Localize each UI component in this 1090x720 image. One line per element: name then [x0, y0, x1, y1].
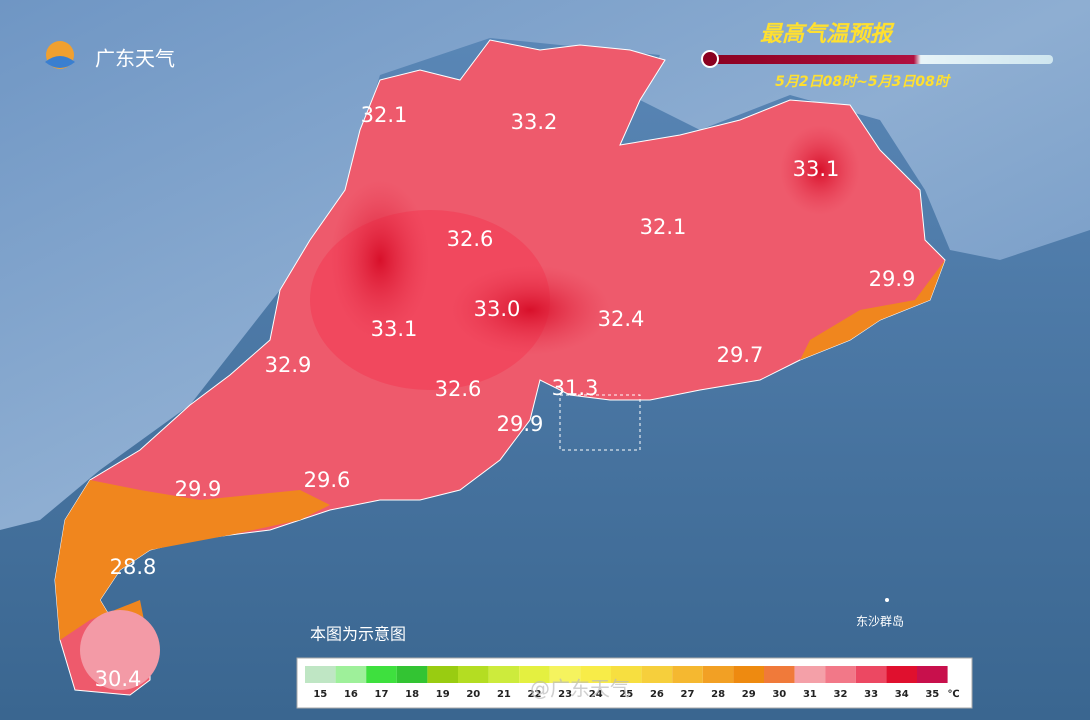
logo-icon — [45, 56, 75, 68]
temperature-label: 33.0 — [474, 297, 521, 321]
neighbor-land — [0, 0, 1090, 530]
coastal-zone-east — [800, 260, 945, 360]
temperature-label: 32.6 — [435, 377, 482, 401]
island — [885, 598, 889, 602]
legend-swatch — [702, 666, 734, 683]
legend-swatch — [305, 666, 336, 683]
logo-text: 广东天气 — [95, 47, 175, 71]
temperature-label: 32.1 — [361, 103, 408, 127]
temperature-label: 28.8 — [110, 555, 157, 579]
cool-zone — [80, 610, 160, 690]
hk-macau-box — [559, 394, 641, 451]
legend-swatch — [580, 666, 611, 683]
watermark: @广东天气 — [530, 677, 630, 701]
temperature-label: 29.6 — [304, 468, 351, 492]
schematic-note: 本图为示意图 — [310, 625, 406, 644]
subtitle: 5月2日08时~5月3日08时 — [775, 74, 952, 90]
hot-core — [330, 180, 430, 340]
legend-label: 31 — [803, 689, 817, 700]
legend-label: 30 — [772, 689, 786, 700]
legend-label: 27 — [681, 689, 695, 700]
legend-swatch — [549, 666, 581, 683]
legend-label: 15 — [313, 689, 327, 700]
temperature-label: 29.7 — [717, 343, 764, 367]
legend-label: 23 — [558, 689, 572, 700]
legend-swatch — [886, 666, 917, 683]
legend-label: 24 — [589, 689, 603, 700]
legend-swatch — [917, 666, 948, 683]
temperature-label: 29.9 — [869, 267, 916, 291]
legend-unit: ℃ — [948, 689, 960, 700]
legend-swatch — [458, 666, 489, 683]
legend-label: 17 — [375, 689, 389, 700]
coastal-zone-west — [55, 480, 330, 650]
legend-label: 29 — [742, 689, 756, 700]
legend-swatch — [366, 666, 397, 683]
temperature-label: 32.4 — [598, 307, 645, 331]
temperature-label: 29.9 — [175, 477, 222, 501]
temperature-label: 33.2 — [511, 110, 558, 134]
legend-label: 20 — [466, 689, 480, 700]
legend-label: 25 — [619, 689, 633, 700]
legend-swatch — [764, 666, 795, 683]
legend-swatch — [488, 666, 520, 683]
temperature-label: 30.4 — [95, 667, 142, 691]
legend-swatch — [611, 666, 642, 683]
legend-label: 22 — [528, 689, 542, 700]
title-bar — [705, 55, 1053, 64]
title: 最高气温预报 — [760, 21, 895, 47]
legend-swatch — [335, 666, 367, 683]
legend-swatch — [825, 666, 856, 683]
legend-label: 35 — [925, 689, 939, 700]
legend-swatch — [794, 666, 826, 683]
legend-label: 28 — [711, 689, 725, 700]
legend-label: 18 — [405, 689, 419, 700]
legend-swatch — [733, 666, 764, 683]
legend-swatch — [519, 666, 550, 683]
legend-swatch — [396, 666, 428, 683]
title-bar-knob — [701, 50, 719, 68]
legend-label: 16 — [344, 689, 358, 700]
legend-label: 21 — [497, 689, 511, 700]
island-label: 东沙群岛 — [856, 614, 904, 629]
legend-swatch — [427, 666, 458, 683]
legend-label: 33 — [864, 689, 878, 700]
legend-label: 26 — [650, 689, 664, 700]
legend-label: 19 — [436, 689, 450, 700]
temperature-label: 32.6 — [447, 227, 494, 251]
hot-core — [780, 125, 860, 215]
hot-core — [450, 265, 610, 355]
temperature-label: 33.1 — [371, 317, 418, 341]
temperature-label: 33.1 — [793, 157, 840, 181]
temperature-label: 32.9 — [265, 353, 312, 377]
legend-swatch — [855, 666, 887, 683]
legend-swatch — [641, 666, 673, 683]
legend-swatch — [672, 666, 703, 683]
temperature-label: 31.3 — [552, 376, 599, 400]
legend-label: 34 — [895, 689, 909, 700]
temperature-label: 29.9 — [497, 412, 544, 436]
legend-label: 32 — [834, 689, 848, 700]
temperature-label: 32.1 — [640, 215, 687, 239]
